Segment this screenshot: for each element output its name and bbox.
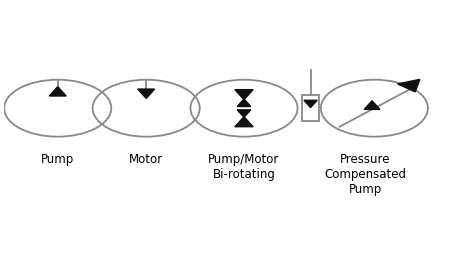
Text: Motor: Motor (129, 153, 163, 166)
Polygon shape (235, 90, 253, 100)
Text: Pressure
Compensated
Pump: Pressure Compensated Pump (324, 153, 406, 196)
Polygon shape (364, 101, 380, 109)
Text: Pump/Motor
Bi-rotating: Pump/Motor Bi-rotating (208, 153, 280, 181)
Bar (302, 95, 319, 121)
Polygon shape (304, 100, 317, 108)
Polygon shape (138, 89, 155, 98)
Text: Pump: Pump (41, 153, 74, 166)
Polygon shape (237, 99, 251, 106)
Polygon shape (235, 117, 253, 127)
Polygon shape (398, 79, 420, 92)
Polygon shape (49, 87, 66, 96)
Polygon shape (237, 110, 251, 118)
